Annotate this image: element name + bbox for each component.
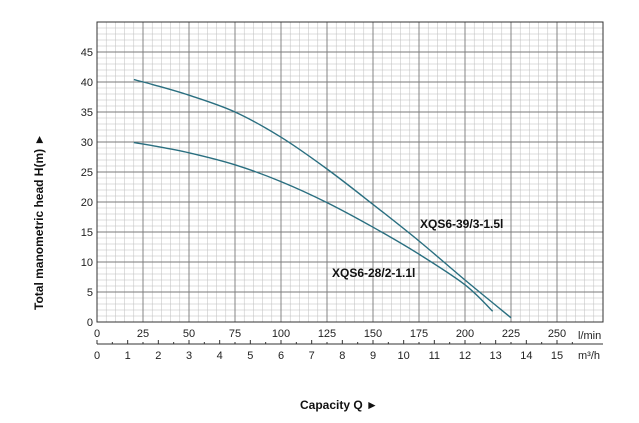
x2-tick-label: 13 xyxy=(490,350,502,362)
series-label-2: XQS6-28/2-1.1l xyxy=(332,266,415,280)
x-tick-label: 50 xyxy=(183,328,195,340)
x2-tick-label: 2 xyxy=(155,350,161,362)
x-tick-label: 200 xyxy=(456,328,474,340)
x-tick-label: 175 xyxy=(410,328,428,340)
x2-tick-label: 8 xyxy=(339,350,345,362)
y-tick-label: 35 xyxy=(81,107,93,119)
y-tick-label: 0 xyxy=(87,317,93,329)
x-tick-label: 75 xyxy=(229,328,241,340)
x-axis-title: Capacity Q ► xyxy=(300,398,378,412)
x-tick-label: 250 xyxy=(548,328,566,340)
y-tick-label: 15 xyxy=(81,227,93,239)
y-tick-label: 20 xyxy=(81,197,93,209)
series-line-2 xyxy=(133,141,494,312)
x2-tick-label: 0 xyxy=(94,350,100,362)
x2-tick-label: 14 xyxy=(520,350,532,362)
y-tick-label: 30 xyxy=(81,137,93,149)
x2-tick-label: 1 xyxy=(125,350,131,362)
x-tick-label: 125 xyxy=(318,328,336,340)
x2-tick-label: 3 xyxy=(186,350,192,362)
x-tick-label: 100 xyxy=(272,328,290,340)
x2-axis xyxy=(96,340,603,345)
y-tick-labels: 0 5 10 15 20 25 30 35 40 45 xyxy=(81,47,93,329)
series-lines xyxy=(133,78,512,319)
x2-tick-labels: 0 1 2 3 4 5 6 7 8 9 10 11 12 13 14 15 xyxy=(94,350,563,362)
x2-tick-label: 9 xyxy=(370,350,376,362)
y-tick-label: 45 xyxy=(81,47,93,59)
x2-tick-label: 5 xyxy=(247,350,253,362)
x-tick-label: 25 xyxy=(137,328,149,340)
x-tick-labels: 0 25 50 75 100 125 150 175 200 225 250 xyxy=(94,328,566,340)
y-tick-label: 10 xyxy=(81,257,93,269)
x2-tick-label: 11 xyxy=(429,350,440,362)
x2-tick-label: 6 xyxy=(278,350,284,362)
x-tick-label: 0 xyxy=(94,328,100,340)
x-tick-label: 150 xyxy=(364,328,382,340)
y-tick-label: 25 xyxy=(81,167,93,179)
x2-tick-label: 10 xyxy=(398,350,410,362)
x-tick-label: 225 xyxy=(502,328,520,340)
x-unit-label: l/min xyxy=(578,330,601,342)
series-line-1 xyxy=(133,78,512,319)
x2-tick-label: 4 xyxy=(217,350,223,362)
series-label-1: XQS6-39/3-1.5l xyxy=(420,217,503,231)
x2-tick-label: 7 xyxy=(309,350,315,362)
plot-frame xyxy=(96,21,604,323)
y-tick-label: 5 xyxy=(87,287,93,299)
x2-unit-label: m³/h xyxy=(578,350,600,362)
y-axis-title: Total manometric head H(m) ► xyxy=(32,134,46,310)
x2-tick-label: 12 xyxy=(459,350,471,362)
x2-tick-label: 15 xyxy=(551,350,563,362)
y-tick-label: 40 xyxy=(81,77,93,89)
